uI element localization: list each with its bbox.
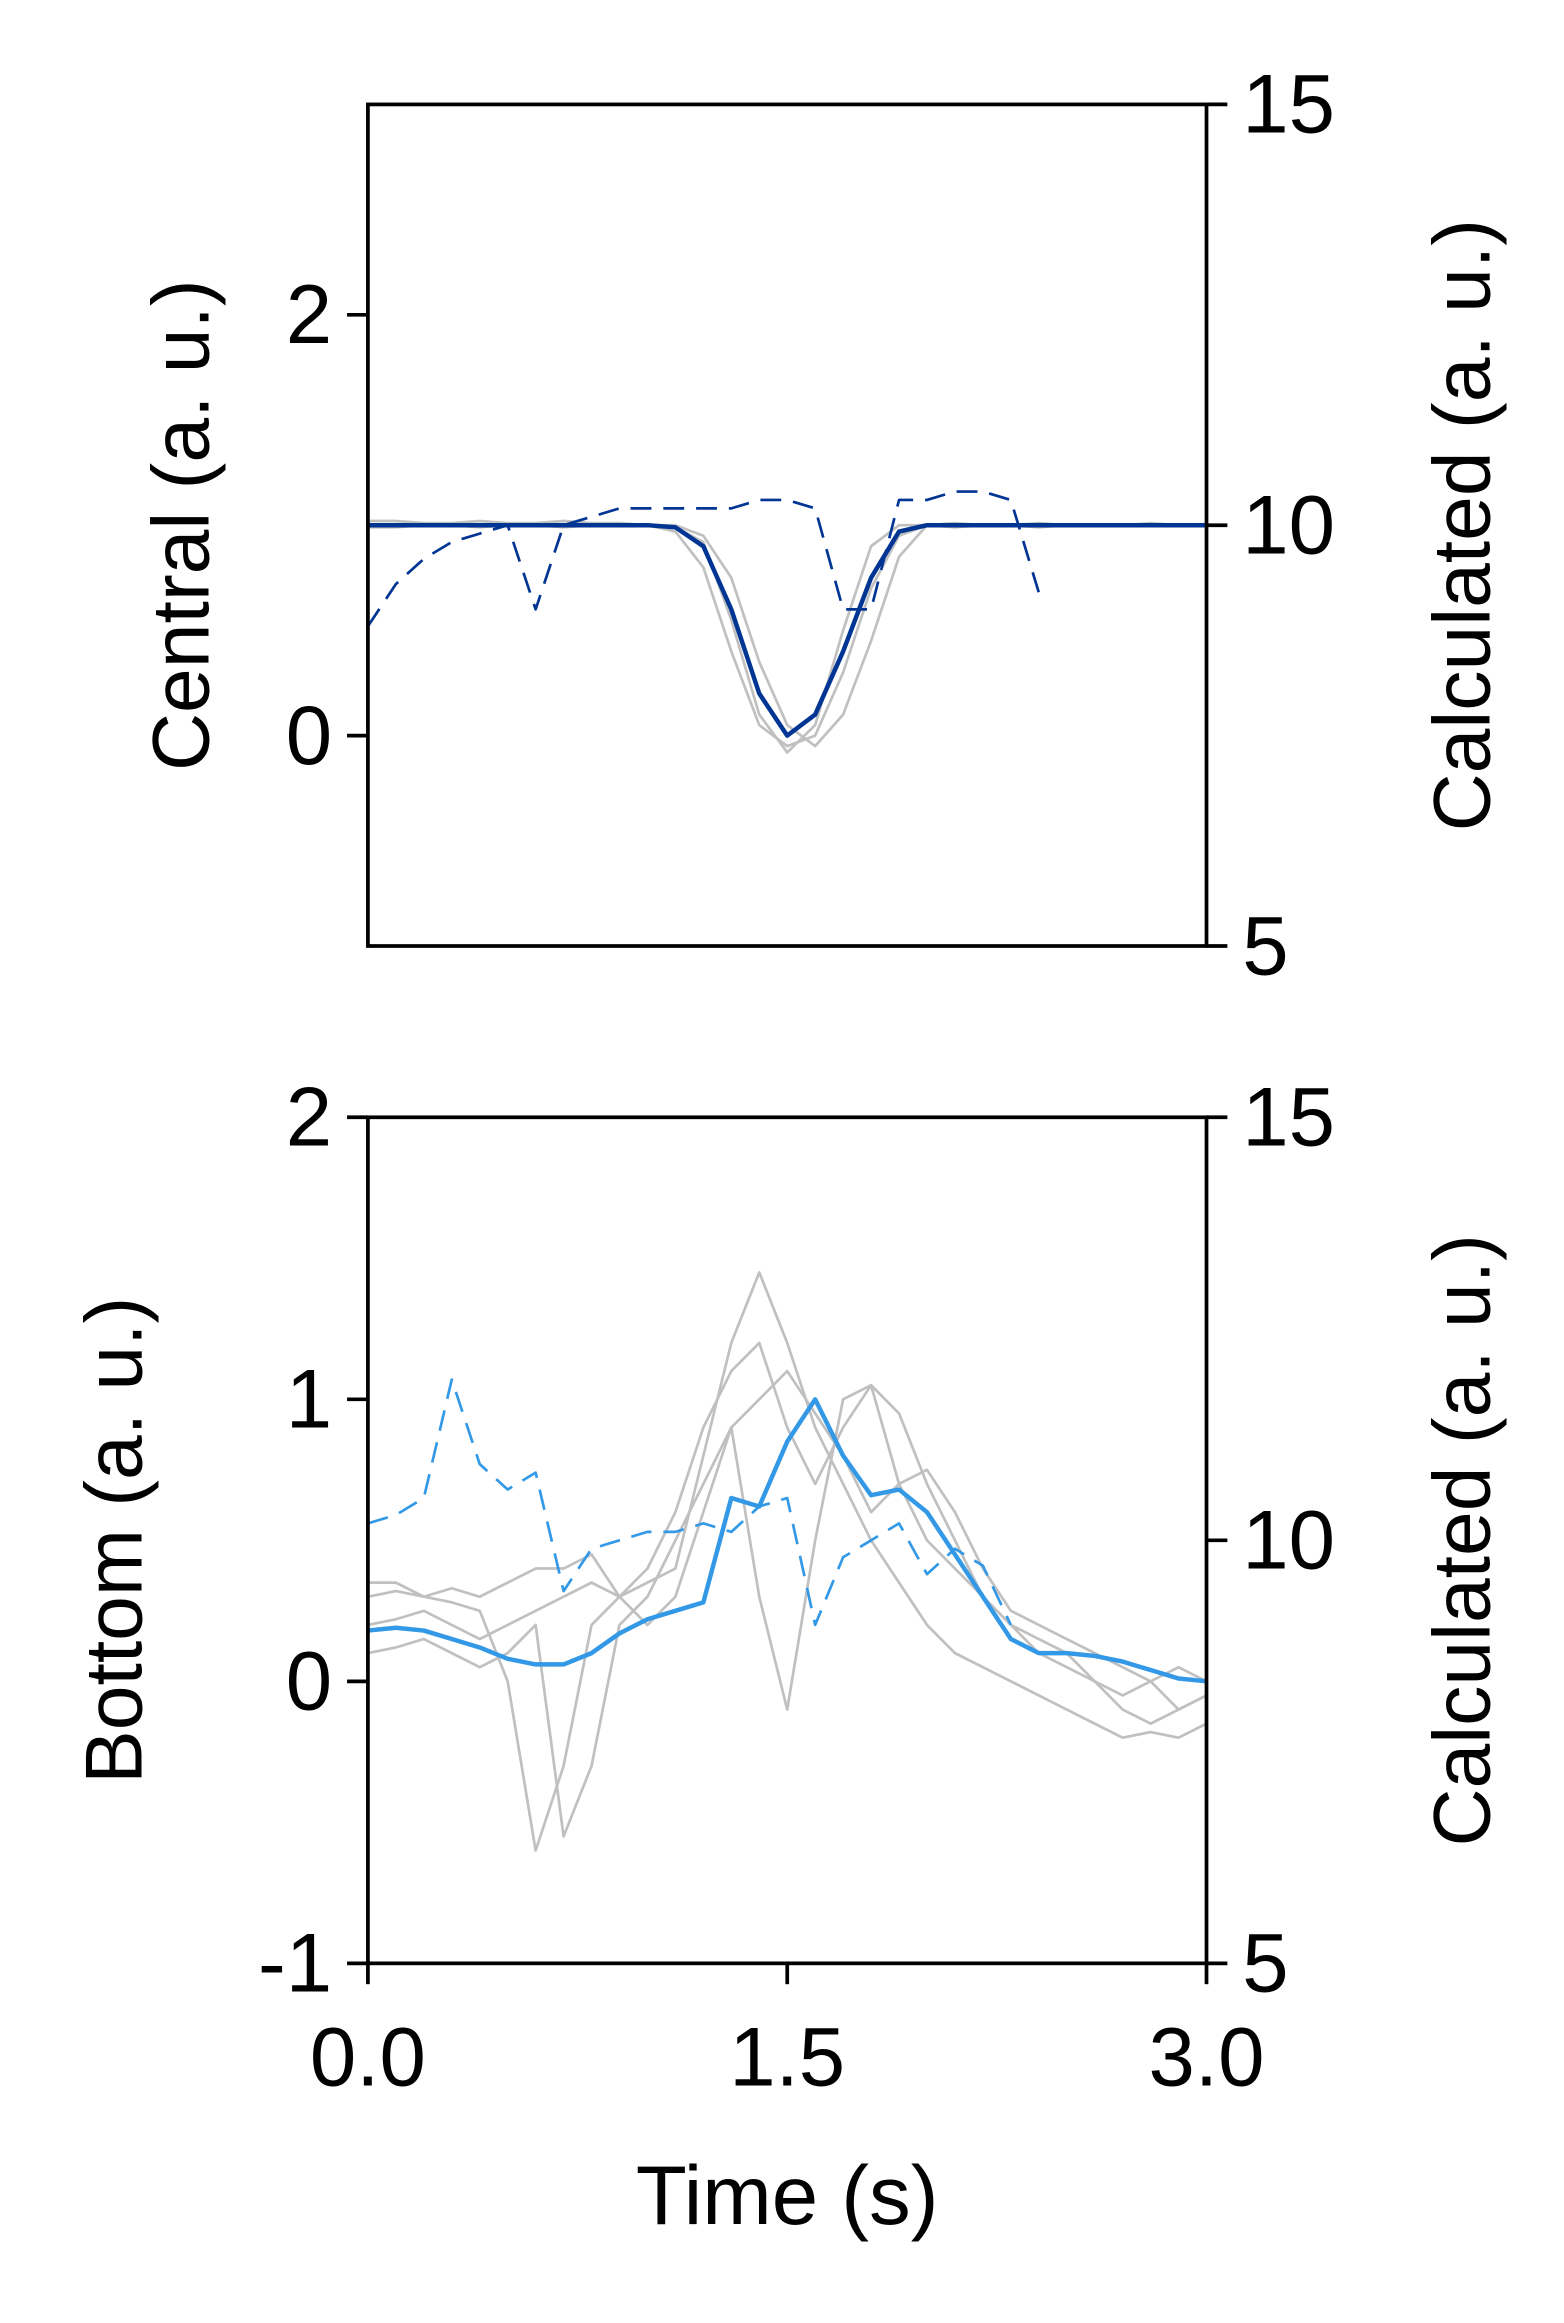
series-line [367, 523, 1207, 754]
y-tick-label: 0 [286, 688, 332, 782]
y2-tick-label: 15 [1242, 1070, 1335, 1164]
series-line [367, 523, 1207, 748]
y-axis-label: Bottom (a. u.) [70, 1297, 160, 1784]
y-tick-label: 1 [286, 1352, 332, 1446]
y2-tick-label: 5 [1242, 1916, 1288, 2010]
y2-tick-label: 15 [1242, 57, 1335, 151]
series-line [367, 522, 1207, 738]
series-line [367, 1397, 1207, 1684]
series-line [367, 1369, 1207, 1683]
x-tick-label: 3.0 [1149, 2009, 1265, 2103]
series-line [367, 1383, 1207, 1838]
y-axis-label: Central (a. u.) [137, 279, 227, 771]
calculated-line [367, 490, 1041, 627]
y-tick-label: 0 [286, 1634, 332, 1728]
series-line [367, 1341, 1207, 1725]
x-axis-label: Time (s) [636, 2148, 939, 2242]
series-line [367, 1271, 1207, 1852]
y-tick-label: -1 [258, 1916, 332, 2010]
x-tick-label: 0.0 [310, 2009, 426, 2103]
y2-tick-label: 5 [1242, 898, 1288, 992]
y2-tick-label: 10 [1242, 1493, 1335, 1587]
plot-frame [366, 1115, 1209, 1966]
y-tick-label: 2 [286, 1070, 332, 1164]
y-tick-label: 2 [286, 267, 332, 361]
series-line [367, 519, 1207, 748]
x-tick-label: 1.5 [729, 2009, 845, 2103]
y2-axis-label: Calculated (a. u.) [1418, 1234, 1508, 1846]
y2-tick-label: 10 [1242, 478, 1335, 572]
y2-axis-label: Calculated (a. u.) [1418, 219, 1508, 831]
